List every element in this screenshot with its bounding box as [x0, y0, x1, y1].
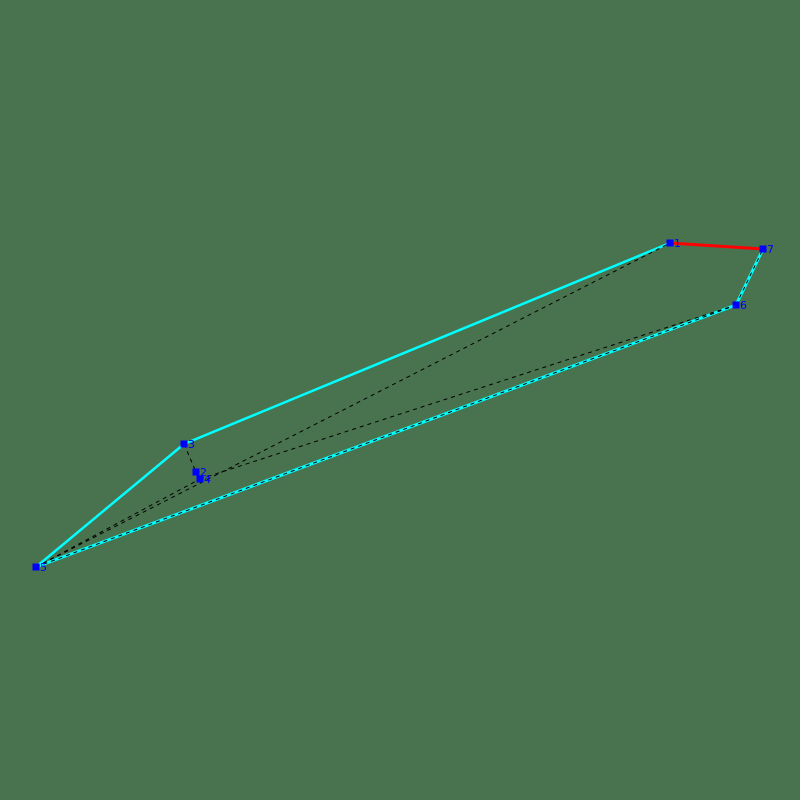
vertex-label-2: 2 — [200, 466, 207, 479]
vertex-7[interactable] — [759, 245, 767, 253]
edges-layer — [35, 241, 765, 569]
vertex-label-6: 6 — [740, 299, 747, 312]
edge-5-6 — [35, 303, 737, 569]
edge-4-6 — [199, 304, 737, 480]
vertex-label-5: 5 — [40, 561, 47, 574]
vertex-1[interactable] — [666, 239, 674, 247]
vertex-4[interactable] — [196, 475, 204, 483]
edge-3-1 — [183, 241, 671, 446]
vertices-layer: 1 2 3 4 5 6 7 — [32, 237, 774, 574]
edge-5-1 — [35, 242, 671, 568]
edge-1-7 — [669, 241, 764, 251]
edge-3-2 — [183, 443, 197, 473]
edge-6-7-hidden — [735, 248, 764, 306]
vertex-label-3: 3 — [188, 438, 195, 451]
vertex-label-1: 1 — [674, 237, 681, 250]
vertex-label-7: 7 — [767, 243, 774, 256]
vertex-3[interactable] — [180, 440, 188, 448]
edge-5-4 — [35, 478, 201, 568]
vertex-2[interactable] — [192, 468, 200, 476]
vertex-6[interactable] — [732, 301, 740, 309]
vertex-label-4: 4 — [204, 473, 211, 486]
vertex-5[interactable] — [32, 563, 40, 571]
edge-3-5 — [35, 443, 185, 568]
